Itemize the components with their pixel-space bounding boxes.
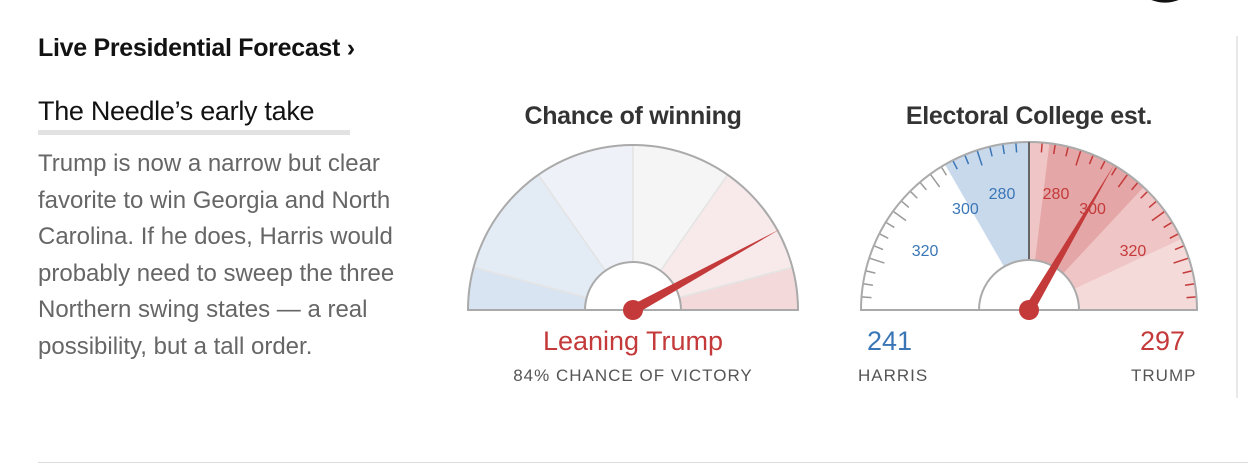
scale-label-left-280: 280 [989, 186, 1016, 203]
harris-range-band [945, 142, 1029, 267]
scale-tick [1110, 166, 1118, 176]
chance-gauge [466, 144, 800, 320]
scale-tick [892, 210, 907, 222]
scale-tick [1140, 190, 1149, 199]
scale-tick [1186, 296, 1197, 299]
chance-gauge-title: Chance of winning [524, 102, 742, 130]
scale-label-right-320: 320 [1120, 243, 1147, 260]
scale-tick [1173, 257, 1190, 264]
scale-tick [1163, 221, 1173, 229]
scale-label-left-300: 300 [952, 201, 979, 218]
scale-tick [865, 270, 876, 274]
victory-chance-label: 84% CHANCE OF VICTORY [513, 366, 753, 385]
scale-tick [878, 233, 889, 239]
scale-tick [861, 296, 872, 299]
live-forecast-link[interactable]: Live Presidential Forecast › [38, 34, 355, 62]
electoral-gauge-title: Electoral College est. [905, 102, 1153, 130]
harris-electoral-votes: 241 [867, 326, 913, 356]
scale-tick [862, 282, 874, 287]
scale-tick [1182, 270, 1193, 274]
needle-pivot [623, 300, 643, 320]
scale-tick [885, 221, 895, 229]
scale-tick [1169, 233, 1180, 239]
needle-pivot [1019, 300, 1039, 320]
partial-glyph-icon [1151, 0, 1179, 3]
scale-tick [1001, 143, 1006, 155]
trump-electoral-votes: 297 [1140, 326, 1186, 356]
scale-tick [919, 181, 927, 191]
scale-tick [1015, 142, 1018, 153]
needle-take-title: The Needle’s early take [38, 96, 315, 126]
scale-tick [929, 173, 941, 188]
scale-tick [1052, 143, 1057, 155]
electoral-needle [1024, 165, 1114, 313]
chance-needle [630, 229, 781, 315]
scale-tick [1131, 181, 1139, 191]
scale-tick [952, 159, 958, 170]
bottom-divider [38, 462, 1248, 463]
scale-tick [940, 166, 948, 176]
scale-tick [868, 257, 885, 264]
scale-tick [1184, 282, 1196, 287]
scale-tick [1174, 245, 1185, 251]
scale-tick [1151, 210, 1166, 222]
needle-take-summary: Trump is now a narrow but clear favorite… [38, 150, 395, 360]
scale-tick [964, 154, 970, 165]
scale-tick [873, 245, 884, 251]
harris-label: HARRIS [858, 366, 929, 385]
scale-tick [900, 200, 910, 208]
scale-label-right-280: 280 [1043, 186, 1070, 203]
scale-tick [989, 146, 993, 157]
electoral-gauge: 320 300 280 280 300 320 [859, 141, 1199, 320]
scale-tick [1065, 146, 1069, 157]
scale-tick [1148, 200, 1158, 208]
scale-tick [976, 149, 983, 166]
scale-tick [1100, 159, 1106, 170]
trump-label: TRUMP [1131, 366, 1197, 385]
title-underline [38, 130, 350, 135]
column-divider [1236, 36, 1238, 398]
scale-tick [1040, 142, 1043, 153]
scale-tick [1075, 149, 1082, 166]
verdict-label: Leaning Trump [542, 326, 724, 356]
scale-tick [1117, 173, 1129, 188]
scale-tick [909, 190, 918, 199]
scale-tick [1088, 154, 1094, 165]
scale-label-left-320: 320 [912, 243, 939, 260]
